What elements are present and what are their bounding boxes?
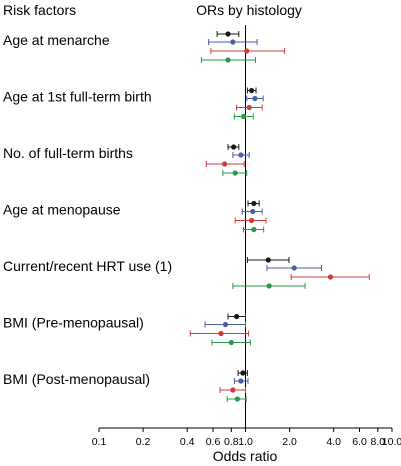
point-estimate <box>225 57 231 63</box>
point-estimate <box>250 208 256 215</box>
point-estimate <box>251 226 257 233</box>
estimate-series-2 <box>246 95 264 102</box>
estimate-series-1 <box>247 200 260 207</box>
x-tick-label: 0.1 <box>92 436 107 448</box>
header-risk-factors: Risk factors <box>3 2 76 18</box>
x-axis: 0.1 0.2 0.4 0.6 0.8 1.0 2.0 4.0 6.0 8.010.0 <box>92 427 401 448</box>
point-estimate <box>251 200 257 207</box>
x-tick-label: 2.0 <box>282 436 297 448</box>
estimate-series-2 <box>204 321 246 328</box>
x-tick-label: 10.0 <box>382 436 401 448</box>
x-axis-ticks: 0.1 0.2 0.4 0.6 0.8 1.0 2.0 4.0 6.0 8.010.0 <box>92 428 401 448</box>
estimate-series-3 <box>205 161 245 167</box>
point-estimate <box>230 387 236 393</box>
estimates <box>189 31 370 402</box>
estimate-series-4 <box>243 226 265 233</box>
point-estimate <box>266 283 272 289</box>
estimate-series-3 <box>189 330 250 337</box>
x-tick-label: 6.0 <box>352 436 367 448</box>
point-estimate <box>218 330 224 337</box>
point-estimate <box>248 87 255 94</box>
estimate-series-2 <box>208 39 258 45</box>
estimate-series-4 <box>222 170 248 176</box>
x-tick-label: 8.0 <box>370 436 385 448</box>
point-estimate <box>291 265 297 271</box>
estimate-series-1 <box>237 370 248 376</box>
point-estimate <box>222 321 229 328</box>
point-estimate <box>327 274 334 280</box>
point-estimate <box>246 104 252 111</box>
estimate-series-1 <box>246 87 257 94</box>
estimate-series-1 <box>227 144 240 150</box>
estimate-series-2 <box>266 265 322 271</box>
point-estimate <box>238 152 244 158</box>
x-tick-label: 1.0 <box>238 436 253 448</box>
risk-factor-label: Age at menarche <box>3 32 110 48</box>
point-estimate <box>248 217 255 224</box>
risk-factor-label: Age at menopause <box>3 202 121 218</box>
header-ors-by-histology: ORs by histology <box>196 2 302 18</box>
risk-factor-label: BMI (Post-menopausal) <box>3 371 150 387</box>
risk-factor-label: No. of full-term births <box>3 145 133 161</box>
estimate-series-2 <box>233 378 249 384</box>
x-tick-label: 0.8 <box>224 436 239 448</box>
point-estimate <box>244 48 250 54</box>
risk-factor-label: Current/recent HRT use (1) <box>3 258 172 274</box>
risk-factor-label: Age at 1st full-term birth <box>3 89 152 105</box>
point-estimate <box>240 113 247 120</box>
estimate-series-4 <box>211 339 251 346</box>
point-estimate <box>240 370 246 376</box>
estimate-series-3 <box>210 48 286 54</box>
point-estimate <box>225 31 231 37</box>
x-tick-label: 0.4 <box>180 436 195 448</box>
risk-factor-label: BMI (Pre-menopausal) <box>3 315 144 331</box>
estimate-series-3 <box>234 217 267 224</box>
x-tick-label: 4.0 <box>326 436 341 448</box>
point-estimate <box>265 257 271 263</box>
estimate-series-2 <box>241 208 263 215</box>
x-tick-label: 0.2 <box>136 436 151 448</box>
estimate-series-4 <box>233 113 254 120</box>
x-axis-label: Odds ratio <box>213 448 278 464</box>
point-estimate <box>231 144 237 150</box>
estimate-series-2 <box>232 152 250 158</box>
x-tick-label: 0.6 <box>206 436 221 448</box>
point-estimate <box>221 161 228 167</box>
estimate-series-4 <box>232 283 306 289</box>
point-estimate <box>234 313 240 320</box>
estimate-series-3 <box>290 274 370 280</box>
estimate-series-1 <box>227 313 246 320</box>
estimate-series-3 <box>236 104 263 111</box>
estimate-series-1 <box>216 31 240 37</box>
risk-factor-labels: Age at menarche Age at 1st full-term birt… <box>3 32 172 387</box>
point-estimate <box>238 378 244 384</box>
point-estimate <box>230 39 236 45</box>
estimate-series-3 <box>219 387 246 393</box>
point-estimate <box>234 396 240 402</box>
point-estimate <box>232 170 238 176</box>
point-estimate <box>228 339 234 346</box>
estimate-series-1 <box>246 257 290 263</box>
point-estimate <box>252 95 258 102</box>
estimate-series-4 <box>226 396 247 402</box>
estimate-series-4 <box>200 57 256 63</box>
